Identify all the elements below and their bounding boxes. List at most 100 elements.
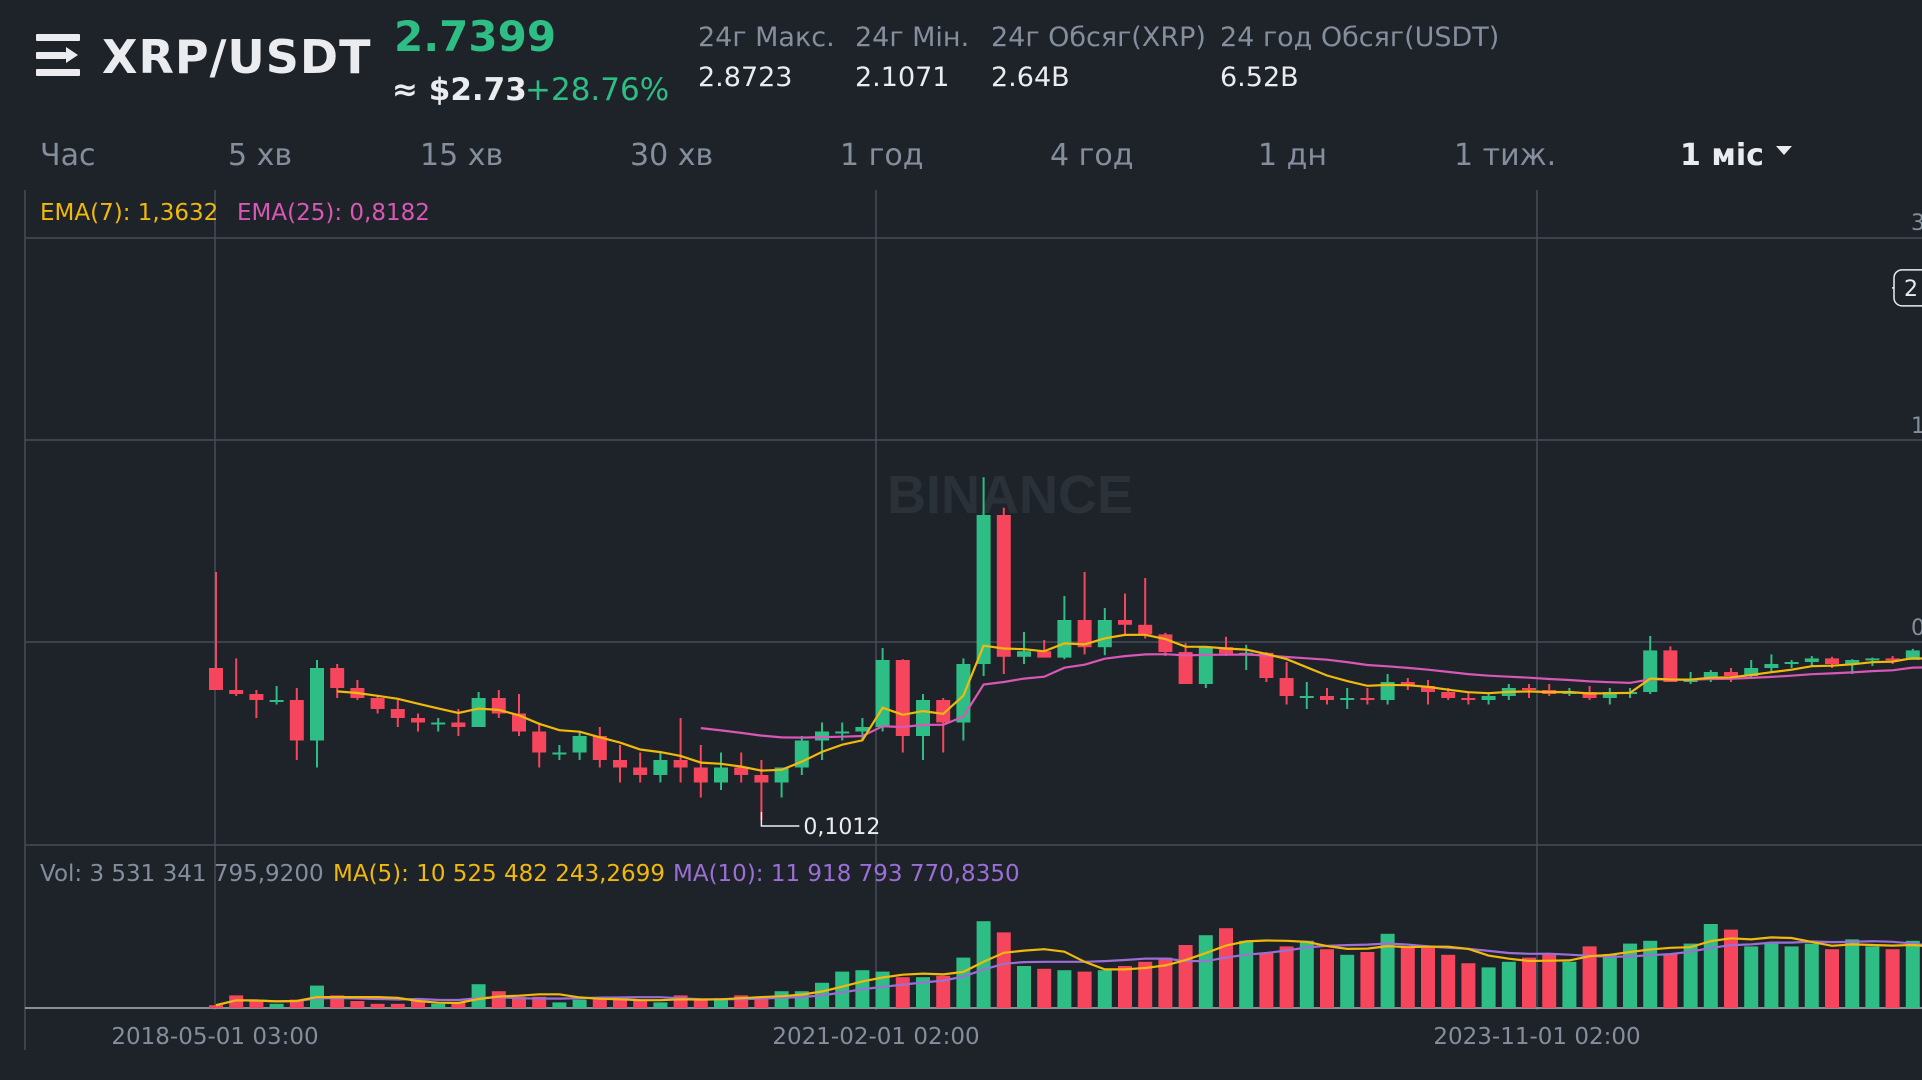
candle-body [1825, 658, 1839, 664]
ema25-indicator: EMA(25): 0,8182 [237, 200, 430, 226]
volume-bar [1299, 940, 1314, 1008]
candle-body [512, 713, 526, 732]
volume-bar [1703, 924, 1718, 1008]
vol-ma5-line [215, 936, 1922, 1007]
tab-5m[interactable]: 5 хв [228, 138, 293, 173]
tab-1mo-label: 1 міс [1680, 138, 1764, 173]
volume-bar [1602, 954, 1617, 1008]
candle-body [229, 690, 244, 694]
volume-bar [1643, 940, 1658, 1008]
volume-bar [613, 999, 627, 1008]
volume-bar [1360, 952, 1375, 1008]
volume-bar [774, 991, 789, 1008]
candle-body [653, 760, 668, 775]
chevron-down-icon [1775, 146, 1792, 155]
candle-body [1279, 678, 1294, 696]
candle-body [1461, 698, 1476, 700]
volume-bar [1037, 968, 1052, 1008]
tab-30m[interactable]: 30 хв [630, 138, 714, 173]
menu-icon[interactable] [36, 34, 80, 76]
candle-body [1643, 650, 1658, 692]
interval-tabs: Час 5 хв 15 хв 30 хв 1 год 4 год 1 дн 1 … [0, 138, 1922, 184]
trading-pair-title[interactable]: XRP/USDT [102, 30, 372, 84]
candle-body [1522, 688, 1536, 690]
volume-bars [209, 921, 1920, 1008]
stat-low-label: 24г Мін. [855, 22, 970, 53]
volume-bar [209, 1005, 223, 1008]
candle-body [976, 515, 991, 664]
candle-body [633, 767, 648, 775]
volume-bar [1623, 943, 1637, 1008]
volume-bar [350, 1001, 365, 1008]
tab-1d[interactable]: 1 дн [1258, 138, 1327, 173]
vol-ma10-line [215, 940, 1922, 1007]
candle-body [1764, 664, 1779, 668]
volume-bar [1017, 966, 1031, 1008]
candle-body [1400, 682, 1415, 686]
tab-1w[interactable]: 1 тиж. [1454, 138, 1557, 173]
volume-bar [229, 995, 244, 1008]
candle-body [1421, 686, 1435, 692]
candle-body [1441, 692, 1456, 698]
candles [209, 477, 1920, 820]
volume-bar [1259, 953, 1274, 1008]
volume-bar [532, 996, 547, 1008]
volume-bar [1138, 961, 1153, 1008]
volume-bar [512, 996, 526, 1008]
tab-4h[interactable]: 4 год [1050, 138, 1134, 173]
tab-time[interactable]: Час [40, 138, 96, 173]
volume-bar [996, 932, 1011, 1008]
candle-body [269, 700, 284, 702]
volume-bar [1198, 935, 1213, 1008]
candle-body [1683, 680, 1698, 682]
candle-body [249, 694, 264, 700]
candle-body [370, 698, 385, 709]
candle-body [1360, 698, 1375, 700]
volume-bar [714, 998, 728, 1008]
candle-body [289, 700, 304, 741]
tab-1h[interactable]: 1 год [840, 138, 924, 173]
volume-bar [1441, 954, 1456, 1008]
candle-body [673, 760, 688, 768]
stat-vol-usdt-value: 6.52B [1220, 62, 1299, 93]
stat-high-label: 24г Макс. [698, 22, 835, 53]
volume-bar [471, 984, 486, 1008]
volume-bar [451, 1002, 466, 1008]
candle-body [1744, 668, 1759, 676]
candle-body [1118, 620, 1132, 625]
candle-body [613, 760, 627, 768]
candle-body [431, 722, 446, 725]
volume-bar [1320, 949, 1334, 1008]
volume-bar [1522, 957, 1536, 1008]
candle-body [1724, 672, 1738, 676]
volume-bar [976, 921, 991, 1008]
ema-lines [337, 633, 1922, 772]
right-axis-tick: 0 [1911, 616, 1922, 641]
candle-body [774, 767, 789, 783]
volume-bar [592, 998, 607, 1008]
ema25-line [700, 653, 1922, 739]
volume-bar [1784, 946, 1799, 1008]
x-axis-tick: 2018-05-01 03:00 [111, 1024, 318, 1050]
tab-1mo[interactable]: 1 міс [1680, 138, 1792, 173]
candle-body [693, 767, 708, 783]
candle-body [1885, 658, 1900, 661]
candle-body [1481, 696, 1496, 700]
volume-bar [1279, 946, 1294, 1008]
volume-bar [1481, 967, 1496, 1008]
volume-bar [572, 999, 587, 1008]
volume-bar [249, 1001, 264, 1008]
volume-bar [1219, 928, 1233, 1008]
volume-bar [1118, 966, 1132, 1008]
tab-15m[interactable]: 15 хв [420, 138, 504, 173]
candle-body [875, 660, 890, 727]
stat-vol-xrp-value: 2.64B [991, 62, 1070, 93]
last-price: 2.7399 [394, 12, 557, 61]
volume-bar [956, 957, 971, 1008]
usd-price: ≈ $2.73 [392, 72, 527, 108]
volume-bar [1764, 943, 1779, 1008]
stat-high-value: 2.8723 [698, 62, 793, 93]
volume-bar [1804, 943, 1819, 1008]
